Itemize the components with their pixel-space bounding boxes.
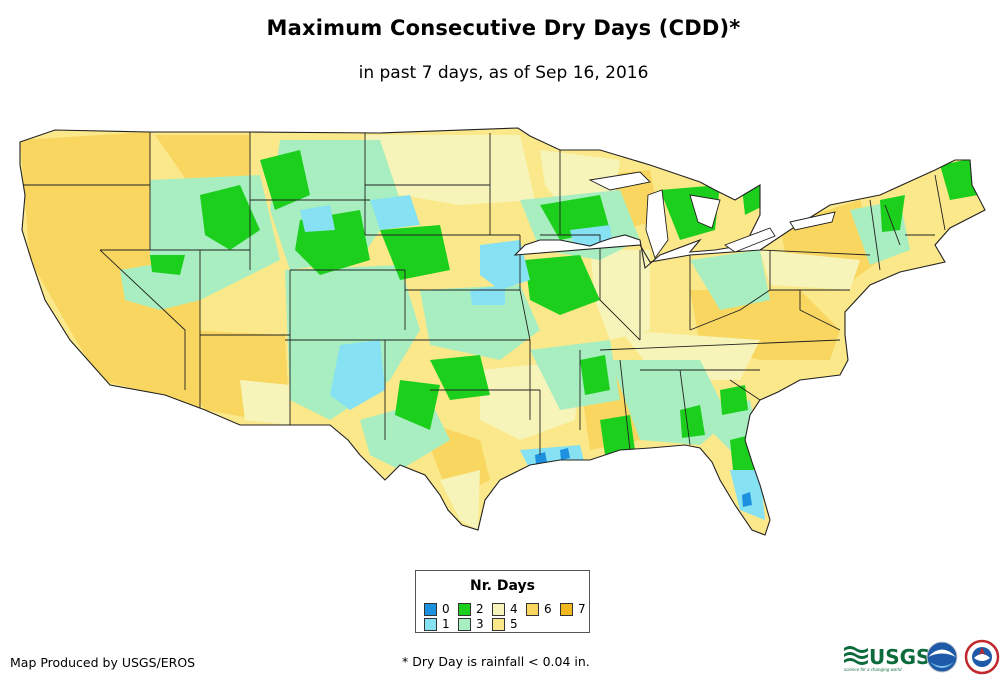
legend-label-4: 4 — [510, 602, 518, 616]
legend-swatch-3 — [458, 618, 471, 631]
legend-label-0: 0 — [442, 602, 450, 616]
legend-item-5: 5 — [492, 618, 518, 632]
legend-swatch-4 — [492, 603, 505, 616]
map-title: Maximum Consecutive Dry Days (CDD)* — [266, 16, 741, 40]
nws-logo — [964, 639, 1000, 675]
legend-swatch-0 — [424, 603, 437, 616]
legend-label-7: 7 — [578, 602, 586, 616]
legend-item-3: 3 — [458, 618, 484, 632]
legend-swatch-7 — [560, 603, 573, 616]
legend-swatch-2 — [458, 603, 471, 616]
great-lakes — [588, 171, 836, 259]
legend-item-2: 2 — [458, 603, 484, 617]
agency-logos: USGS science for a changing world — [844, 639, 1000, 675]
map-subtitle: in past 7 days, as of Sep 16, 2016 — [358, 63, 649, 83]
legend-item-0: 0 — [424, 603, 450, 617]
state-boundaries — [20, 132, 946, 455]
legend-label-5: 5 — [510, 617, 518, 631]
legend-label-6: 6 — [544, 602, 552, 616]
legend-title: Nr. Days — [470, 578, 535, 594]
legend-item-6: 6 — [526, 603, 552, 617]
usgs-wordmark: USGS — [869, 645, 930, 669]
dry-day-note: * Dry Day is rainfall < 0.04 in. — [402, 654, 590, 669]
legend-label-3: 3 — [476, 617, 484, 631]
noaa-logo — [926, 641, 958, 673]
usgs-tagline: science for a changing world — [844, 667, 902, 672]
legend-item-7: 7 — [560, 603, 586, 617]
legend-label-1: 1 — [442, 617, 450, 631]
legend-item-1: 1 — [424, 618, 450, 632]
usgs-logo: USGS science for a changing world — [844, 645, 930, 672]
legend-swatch-5 — [492, 618, 505, 631]
cdd-0-regions — [535, 448, 752, 507]
cdd-2-regions — [150, 150, 978, 490]
legend-item-4: 4 — [492, 603, 518, 617]
legend-swatch-1 — [424, 618, 437, 631]
legend: Nr. Days 0 1 2 3 4 5 6 7 — [415, 570, 590, 633]
legend-label-2: 2 — [476, 602, 484, 616]
map-credit: Map Produced by USGS/EROS — [10, 655, 196, 670]
legend-swatch-6 — [526, 603, 539, 616]
